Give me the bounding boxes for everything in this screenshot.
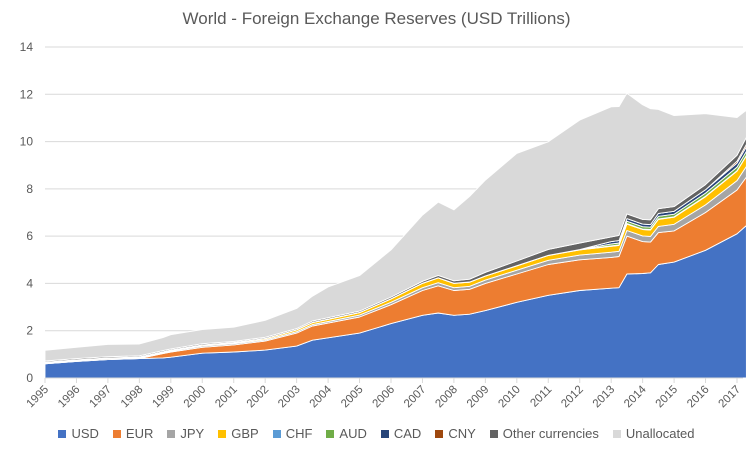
legend-swatch: [167, 429, 176, 438]
legend-label: GBP: [231, 426, 259, 441]
legend-item-eur: EUR: [112, 426, 154, 441]
y-tick-label: 4: [26, 276, 33, 290]
x-tick-label: 2011: [528, 384, 554, 410]
legend-swatch: [380, 429, 389, 438]
legend-swatch: [112, 429, 121, 438]
legend-label: USD: [71, 426, 99, 441]
legend-label: JPY: [180, 426, 205, 441]
x-tick-label: 2004: [308, 383, 335, 410]
y-tick-label: 12: [20, 87, 34, 101]
legend-label: Other currencies: [502, 426, 599, 441]
x-tick-label: 2007: [402, 384, 429, 411]
x-tick-label: 1997: [87, 384, 114, 411]
x-tick-label: 1999: [150, 384, 177, 411]
x-tick-label: 2000: [182, 384, 209, 411]
x-tick-label: 2006: [371, 384, 398, 411]
legend-label: CAD: [393, 426, 422, 441]
x-tick-label: 1998: [119, 384, 146, 411]
area-unallocated: [44, 92, 747, 362]
x-tick-label: 1995: [25, 384, 52, 411]
legend-item-usd: USD: [58, 426, 99, 441]
legend-item-cad: CAD: [380, 426, 422, 441]
legend-swatch: [58, 429, 67, 438]
x-axis: [44, 377, 743, 383]
x-tick-label: 2016: [685, 384, 712, 411]
x-tick-label: 2012: [559, 384, 586, 411]
legend-label: Unallocated: [625, 426, 695, 441]
y-tick-label: 8: [26, 182, 33, 196]
x-tick-label: 2014: [622, 383, 649, 410]
legend-item-cny: CNY: [435, 426, 476, 441]
x-tick-label: 2003: [276, 384, 303, 411]
x-tick-label: 2008: [433, 384, 460, 411]
legend-item-aud: AUD: [326, 426, 367, 441]
legend-label: AUD: [339, 426, 367, 441]
legend-swatch: [326, 429, 335, 438]
legend-swatch: [489, 429, 498, 438]
y-tick-label: 2: [26, 324, 33, 338]
y-axis: 0 2 4 6 8 10 12 14: [20, 40, 34, 385]
y-tick-label: 14: [20, 40, 34, 54]
x-tick-label: 2002: [245, 384, 272, 411]
x-tick-label: 2001: [213, 384, 240, 411]
y-tick-label: 0: [26, 371, 33, 385]
x-tick-label: 2010: [496, 384, 523, 411]
series-areas: [44, 92, 747, 379]
chart-title: World - Foreign Exchange Reserves (USD T…: [182, 9, 571, 28]
legend-item-gbp: GBP: [218, 426, 259, 441]
legend-swatch: [218, 429, 227, 438]
legend-item-jpy: JPY: [167, 426, 204, 441]
legend-item-other-currencies: Other currencies: [489, 426, 599, 441]
x-tick-label: 2009: [465, 384, 492, 411]
x-tick-label: 1996: [56, 384, 83, 411]
legend-label: CNY: [448, 426, 476, 441]
legend-item-chf: CHF: [272, 426, 313, 441]
y-tick-label: 6: [26, 229, 33, 243]
x-tick-label: 2015: [654, 384, 681, 411]
y-tick-label: 10: [20, 135, 34, 149]
x-tick-label: 2005: [339, 384, 366, 411]
x-tick-label: 2013: [591, 384, 618, 411]
legend-swatch: [272, 429, 281, 438]
x-tick-label: 2017: [717, 384, 744, 411]
legend-label: EUR: [125, 426, 154, 441]
legend-item-unallocated: Unallocated: [612, 426, 695, 441]
legend-swatch: [435, 429, 444, 438]
legend: USD EUR JPY GBP CHF AUD CAD CNY Other currencies…: [0, 426, 753, 441]
legend-label: CHF: [285, 426, 313, 441]
x-axis-labels: 1995 1996 1997 1998 1999 2000 2001 2002 2003 2004…: [25, 383, 744, 410]
legend-swatch: [612, 429, 621, 438]
